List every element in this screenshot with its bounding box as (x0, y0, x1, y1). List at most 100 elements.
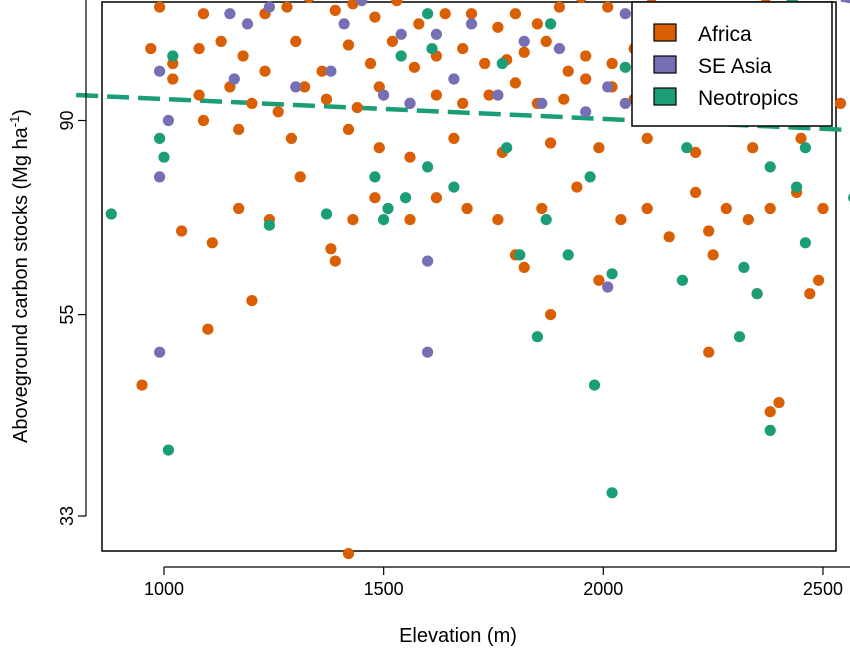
point-africa (373, 81, 385, 93)
y-axis-title: Aboveground carbon stocks (Mg ha-1) (7, 109, 32, 443)
point-africa (720, 202, 732, 215)
point-africa (602, 1, 614, 13)
point-africa (707, 249, 719, 261)
point-neotropics (738, 261, 750, 273)
point-neotropics (540, 214, 552, 226)
point-africa (817, 202, 829, 215)
point-se-asia (536, 97, 548, 109)
point-africa (272, 106, 284, 118)
point-africa (518, 46, 530, 58)
point-neotropics (514, 249, 526, 261)
point-se-asia (448, 73, 460, 85)
point-africa (215, 35, 227, 48)
point-se-asia (492, 89, 504, 101)
point-africa (804, 288, 816, 300)
point-neotropics (764, 424, 776, 436)
point-africa (320, 93, 333, 105)
point-africa (690, 186, 702, 198)
point-africa (233, 123, 245, 135)
point-se-asia (154, 65, 166, 77)
point-africa (329, 4, 341, 17)
point-africa (593, 142, 605, 154)
point-africa (246, 97, 258, 109)
point-africa (281, 1, 293, 13)
point-se-asia (228, 73, 240, 85)
point-africa (342, 548, 355, 560)
point-africa (154, 1, 166, 13)
point-se-asia (422, 255, 434, 267)
legend: Africa SE Asia Neotropics (631, 1, 833, 127)
point-africa (690, 146, 702, 158)
legend-label-se-asia: SE Asia (698, 55, 772, 78)
point-africa (461, 202, 473, 215)
point-neotropics (422, 8, 434, 20)
point-africa (290, 35, 302, 48)
point-africa (764, 406, 776, 418)
point-africa (483, 89, 495, 101)
point-africa (197, 8, 210, 20)
point-africa (641, 132, 653, 144)
point-se-asia (356, 0, 368, 7)
point-africa (342, 123, 355, 135)
point-africa (615, 214, 627, 226)
point-africa (316, 65, 328, 77)
point-africa (545, 137, 557, 149)
point-africa (703, 346, 715, 358)
x-tick-label: 2000 (583, 579, 623, 599)
point-africa (193, 43, 205, 55)
point-neotropics (426, 43, 438, 55)
point-africa (373, 142, 385, 154)
point-africa (773, 397, 785, 409)
legend-swatch-neotropics (653, 87, 677, 106)
point-neotropics (320, 208, 333, 220)
point-africa (176, 225, 188, 237)
x-tick-label: 2500 (803, 579, 843, 599)
point-africa (576, 0, 587, 3)
x-tick-label: 1500 (364, 579, 404, 599)
point-africa (347, 0, 359, 10)
point-neotropics (799, 237, 812, 249)
point-africa (391, 0, 403, 7)
point-africa (351, 102, 363, 114)
point-se-asia (154, 346, 166, 358)
point-neotropics (791, 181, 803, 193)
point-africa (206, 237, 218, 249)
point-se-asia (518, 35, 530, 48)
point-se-asia (619, 97, 631, 109)
point-africa (404, 151, 416, 163)
point-africa (813, 274, 825, 286)
point-africa (430, 89, 442, 101)
point-neotropics (158, 151, 170, 163)
point-neotropics (606, 268, 618, 280)
point-africa (294, 171, 306, 183)
point-africa (457, 43, 469, 55)
point-africa (509, 8, 521, 20)
legend-label-neotropics: Neotropics (698, 87, 798, 110)
point-neotropics (496, 57, 508, 70)
point-africa (593, 274, 605, 286)
point-neotropics (545, 18, 557, 30)
point-africa (237, 50, 249, 62)
point-neotropics (733, 331, 746, 343)
point-neotropics (751, 288, 763, 300)
point-africa (369, 192, 381, 204)
point-se-asia (241, 18, 254, 30)
point-se-asia (338, 18, 350, 30)
point-africa (197, 114, 210, 127)
y-axis-title-main: Aboveground carbon stocks (Mg ha (10, 126, 32, 443)
point-africa (246, 295, 258, 307)
point-africa (342, 39, 355, 51)
point-neotropics (263, 219, 275, 231)
point-africa (386, 35, 398, 48)
point-se-asia (602, 81, 614, 93)
point-neotropics (378, 214, 390, 226)
point-africa (479, 57, 491, 70)
point-africa (408, 61, 420, 73)
y-axis-title-close: ) (10, 109, 32, 116)
y-axis-title-exponent: -1 (7, 116, 22, 128)
legend-swatch-se-asia (653, 55, 677, 74)
point-neotropics (501, 142, 513, 154)
point-africa (834, 97, 847, 109)
point-africa (545, 309, 557, 321)
point-africa (536, 202, 548, 215)
